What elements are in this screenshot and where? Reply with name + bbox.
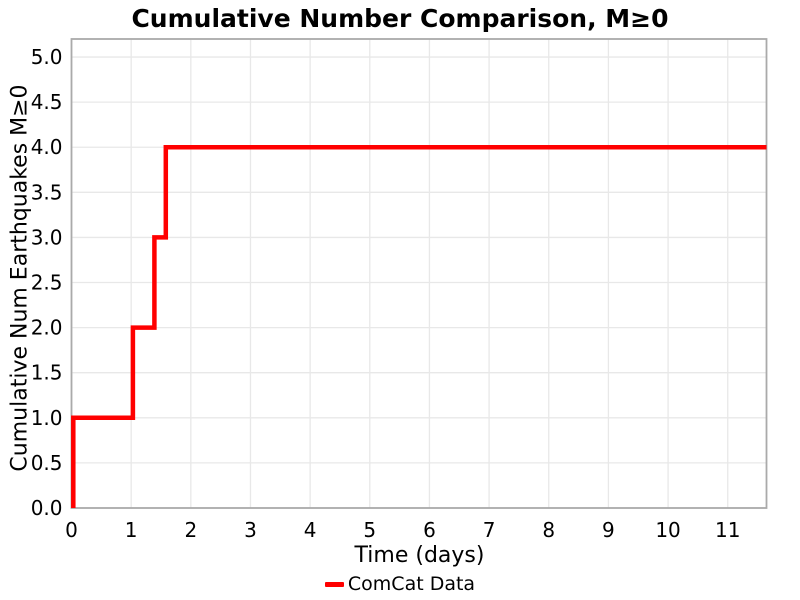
y-tick-label: 1.0 <box>31 406 63 430</box>
x-tick-label: 2 <box>184 518 197 542</box>
legend-label: ComCat Data <box>347 573 476 595</box>
series-line-comcat <box>71 144 767 508</box>
x-tick-label: 11 <box>715 518 740 542</box>
y-tick-label: 0.5 <box>31 451 63 475</box>
y-tick-label: 4.0 <box>31 135 63 159</box>
y-tick-label: 2.5 <box>31 271 63 295</box>
x-tick-label: 6 <box>423 518 436 542</box>
y-tick-label: 0.0 <box>31 496 63 520</box>
y-tick-label: 3.5 <box>31 180 63 204</box>
x-axis-label: Time (days) <box>354 543 485 568</box>
x-tick-label: 10 <box>655 518 680 542</box>
y-tick-label: 4.5 <box>31 90 63 114</box>
x-tick-label: 3 <box>244 518 257 542</box>
x-tick-label: 9 <box>602 518 615 542</box>
x-tick-label: 5 <box>363 518 376 542</box>
x-tick-label: 0 <box>65 518 78 542</box>
x-tick-label: 4 <box>304 518 317 542</box>
x-tick-label: 1 <box>125 518 138 542</box>
x-tick-label: 8 <box>542 518 555 542</box>
plot-border <box>70 38 768 509</box>
y-tick-label: 2.0 <box>31 316 63 340</box>
y-tick-label: 1.5 <box>31 361 63 385</box>
chart-title: Cumulative Number Comparison, M≥0 <box>131 4 669 33</box>
x-tick-label: 7 <box>483 518 496 542</box>
legend-line-swatch <box>324 581 344 587</box>
y-tick-label: 3.0 <box>31 225 63 249</box>
y-tick-label: 5.0 <box>31 45 63 69</box>
legend: ComCat Data <box>0 573 800 595</box>
